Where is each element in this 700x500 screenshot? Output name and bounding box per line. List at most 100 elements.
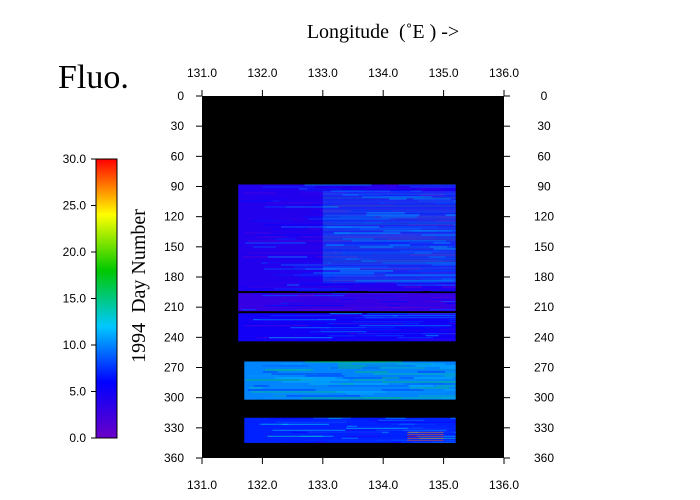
data-streak [267, 256, 308, 258]
data-streak [337, 252, 415, 254]
data-streak [389, 218, 456, 220]
data-streak [408, 313, 456, 315]
data-streak [259, 319, 318, 321]
data-streak [290, 431, 382, 433]
y-tick-label-right: 60 [537, 149, 551, 163]
data-streak [323, 250, 399, 252]
data-streak [406, 224, 455, 226]
data-streak [445, 214, 456, 216]
data-streak [445, 194, 456, 196]
data-streak [269, 417, 329, 419]
data-streak [418, 395, 456, 397]
data-streak [264, 206, 286, 208]
data-streak [299, 236, 386, 238]
x-tick-label-bottom: 134.0 [368, 478, 398, 492]
data-streak [273, 395, 287, 397]
y-tick-label-right: 300 [534, 391, 554, 405]
data-streak [352, 321, 423, 323]
data-streak [443, 329, 456, 331]
data-streak [374, 272, 420, 274]
data-streak [266, 210, 321, 212]
data-streak [267, 246, 354, 248]
data-streak [430, 363, 446, 365]
data-streak [308, 218, 396, 220]
data-streak [399, 250, 456, 252]
high-value-streak [322, 191, 456, 193]
high-value-streak [322, 257, 456, 259]
y-tick-label-right: 0 [541, 89, 548, 103]
high-value-streak [322, 275, 456, 277]
data-streak [447, 246, 456, 248]
data-streak [244, 325, 309, 327]
data-streak [424, 301, 453, 303]
data-streak [270, 393, 300, 395]
data-streak [285, 206, 339, 208]
data-streak [273, 395, 361, 397]
high-value-streak [322, 199, 456, 201]
data-streak [382, 262, 456, 264]
data-streak [391, 423, 435, 425]
y-tick-label-left: 60 [171, 149, 185, 163]
data-streak [453, 421, 456, 423]
high-value-streak [407, 439, 444, 441]
colorbar-tick-label: 30.0 [63, 152, 87, 166]
data-streak [327, 317, 355, 319]
data-streak [382, 377, 400, 379]
data-streak [378, 419, 425, 421]
high-value-streak [322, 223, 456, 225]
data-streak [393, 246, 430, 248]
data-streak [351, 240, 447, 242]
x-tick-label-bottom: 131.0 [187, 478, 217, 492]
data-streak [413, 377, 453, 379]
data-streak [263, 268, 335, 270]
data-streak [337, 367, 363, 369]
x-tick-label-bottom: 136.0 [489, 478, 519, 492]
data-streak [440, 212, 456, 214]
data-streak [341, 242, 410, 244]
data-streak [453, 224, 456, 226]
data-streak [384, 427, 456, 429]
data-streak [427, 244, 456, 246]
data-streak [431, 264, 456, 266]
high-value-streak [407, 435, 444, 437]
data-streak [263, 307, 322, 309]
data-streak [362, 315, 398, 317]
high-value-streak [322, 245, 456, 247]
high-value-streak [322, 207, 456, 209]
data-streak [436, 258, 456, 260]
y-axis-label: 1994 Day Number [128, 209, 150, 363]
data-streak [294, 266, 389, 268]
data-streak [333, 190, 422, 192]
data-streak [441, 301, 456, 303]
data-streak [420, 387, 450, 389]
high-value-streak [322, 271, 456, 273]
high-value-streak [322, 217, 456, 219]
x-tick-label-top: 131.0 [187, 66, 217, 80]
high-value-streak [322, 197, 456, 199]
data-streak [245, 379, 313, 381]
data-streak [326, 226, 380, 228]
data-streak [383, 230, 438, 232]
data-streak [380, 216, 417, 218]
data-streak [433, 299, 456, 301]
data-streak [304, 184, 372, 186]
high-value-streak [322, 277, 456, 279]
data-streak [333, 232, 401, 234]
data-streak [341, 437, 358, 439]
data-block [244, 361, 456, 400]
data-streak [241, 238, 277, 240]
data-streak [436, 216, 456, 218]
data-streak [318, 321, 371, 323]
high-value-streak [407, 437, 444, 439]
data-streak [364, 208, 456, 210]
data-streak [251, 391, 346, 393]
x-tick-label-top: 133.0 [308, 66, 338, 80]
y-tick-label-left: 330 [164, 421, 184, 435]
data-streak [445, 371, 456, 373]
data-streak [326, 297, 422, 299]
data-streak [305, 216, 386, 218]
y-tick-label-right: 330 [534, 421, 554, 435]
data-streak [421, 234, 456, 236]
y-tick-label-left: 210 [164, 300, 184, 314]
